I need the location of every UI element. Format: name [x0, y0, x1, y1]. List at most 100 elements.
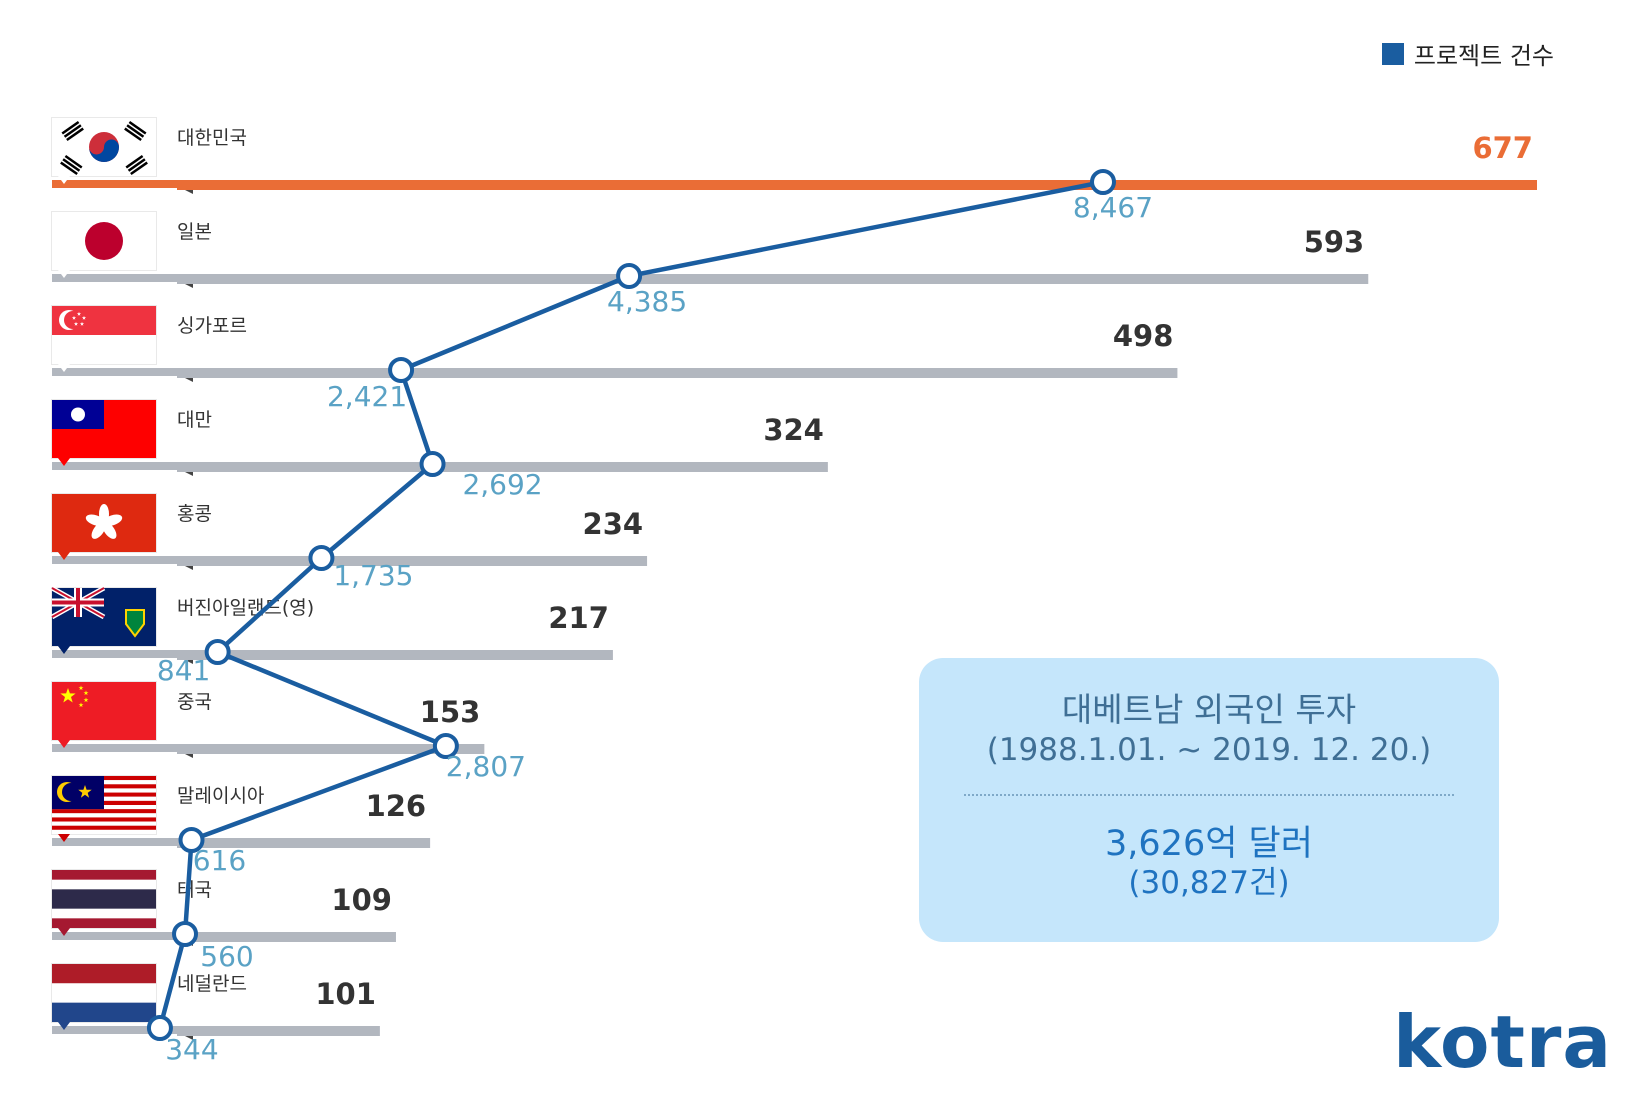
- investment-point: [172, 921, 199, 947]
- info-period: (1988.1.01. ~ 2019. 12. 20.): [986, 732, 1432, 768]
- project-count-bar: [177, 556, 648, 566]
- flag-base-bar: [52, 274, 192, 282]
- netherlands-flag: [51, 963, 157, 1030]
- trigram-bar: [130, 161, 148, 176]
- flag-stripe: [52, 918, 156, 928]
- china-big-star: [60, 688, 76, 703]
- japan-flag: [51, 211, 157, 278]
- info-divider: [964, 794, 1454, 796]
- legend: 프로젝트 건수: [1381, 36, 1554, 71]
- project-count-bar: [177, 368, 1178, 378]
- flag-field: [52, 682, 156, 740]
- flag-base-bar: [52, 744, 192, 752]
- sg-star: [71, 315, 77, 320]
- china-small-star: [83, 697, 89, 703]
- flag-stripe: [52, 964, 156, 984]
- project-count-label: 153: [420, 695, 481, 729]
- flag-pointer: [58, 270, 70, 278]
- category-label: 버진아일랜드(영): [177, 597, 314, 619]
- flag-base-bar: [52, 368, 192, 376]
- investment-label: 560: [200, 940, 253, 973]
- flag-stripe: [52, 809, 156, 814]
- trigram-bar: [60, 161, 78, 176]
- investment-point: [1090, 169, 1116, 195]
- trigram-bar: [125, 154, 144, 169]
- flag-pointer: [58, 458, 70, 466]
- investment-label: 2,807: [446, 750, 526, 783]
- info-count: (30,827건): [1128, 865, 1290, 901]
- singapore-flag: [51, 305, 157, 372]
- legend-swatch: [1381, 42, 1404, 65]
- investment-point: [419, 451, 446, 477]
- investment-label: 344: [165, 1033, 218, 1066]
- sg-star: [81, 315, 87, 320]
- trigram-bar: [124, 127, 142, 142]
- info-box: 대베트남 외국인 투자 (1988.1.01. ~ 2019. 12. 20.)…: [919, 658, 1499, 942]
- flag-stripe: [52, 1002, 156, 1022]
- project-count-bar: [177, 1026, 380, 1036]
- flag-base-bar: [52, 180, 192, 188]
- trigram-bar: [64, 154, 83, 169]
- flag-pointer: [58, 646, 70, 654]
- sg-star: [76, 311, 82, 316]
- investment-label: 1,735: [333, 559, 413, 592]
- trigram-bar: [63, 124, 82, 138]
- malaysia-star: [78, 785, 92, 798]
- white-sun: [71, 407, 85, 422]
- flag-stripe: [52, 829, 156, 834]
- south-korea-flag: [51, 117, 157, 184]
- project-count-bar: [177, 180, 1537, 190]
- trigram-bar: [61, 120, 80, 135]
- flag-base-bar: [52, 1026, 192, 1034]
- investment-point: [616, 263, 643, 289]
- project-count-bar: [177, 744, 485, 754]
- project-count-label: 109: [331, 883, 392, 917]
- category-label: 중국: [177, 691, 212, 713]
- china-small-star: [83, 690, 89, 696]
- bvi-shield: [125, 609, 145, 638]
- project-count-bar: [177, 838, 431, 848]
- project-count-bar: [177, 932, 396, 942]
- crescent-inner: [64, 311, 82, 329]
- china-small-star: [78, 702, 84, 708]
- investment-point: [146, 1015, 173, 1041]
- flag-stripe: [52, 813, 156, 818]
- flag-base-bar: [52, 650, 192, 658]
- flag-pointer: [58, 552, 70, 560]
- crescent-inner: [62, 783, 80, 801]
- project-count-label: 324: [763, 413, 824, 447]
- investment-label: 2,692: [462, 468, 542, 501]
- project-count-bar: [177, 650, 613, 660]
- sg-star: [73, 321, 79, 326]
- bauhinia-petal: [85, 514, 106, 526]
- flag-stripe: [52, 870, 156, 880]
- flag-pointer: [58, 928, 70, 936]
- category-label: 네덜란드: [177, 973, 247, 995]
- project-count-label: 234: [583, 507, 644, 541]
- investment-point: [388, 357, 415, 383]
- flag-base-bar: [52, 556, 192, 564]
- investment-label: 4,385: [607, 285, 687, 318]
- investment-point: [178, 827, 205, 853]
- category-label: 대한민국: [177, 127, 247, 149]
- investment-line: [157, 179, 1104, 1029]
- flag-stripe: [52, 825, 156, 830]
- british-virgin-islands-flag: [50, 585, 157, 654]
- union-cross-red: [76, 588, 80, 617]
- flag-base-bar: [52, 838, 192, 846]
- legend-label: 프로젝트 건수: [1413, 42, 1554, 70]
- project-count-bar: [177, 274, 1369, 284]
- investment-label: 2,421: [327, 380, 407, 413]
- flag-white-band: [52, 335, 156, 364]
- category-label: 홍콩: [177, 503, 212, 525]
- flag-base-bar: [52, 932, 192, 940]
- flag-pointer: [58, 364, 70, 372]
- category-label: 태국: [177, 879, 212, 901]
- flag-stripe: [52, 821, 156, 826]
- malaysia-flag: [51, 775, 157, 842]
- flag-pointer: [58, 834, 70, 842]
- taegeuk-blue: [89, 139, 119, 162]
- hong-kong-flag: [51, 493, 157, 560]
- category-label: 일본: [177, 221, 212, 243]
